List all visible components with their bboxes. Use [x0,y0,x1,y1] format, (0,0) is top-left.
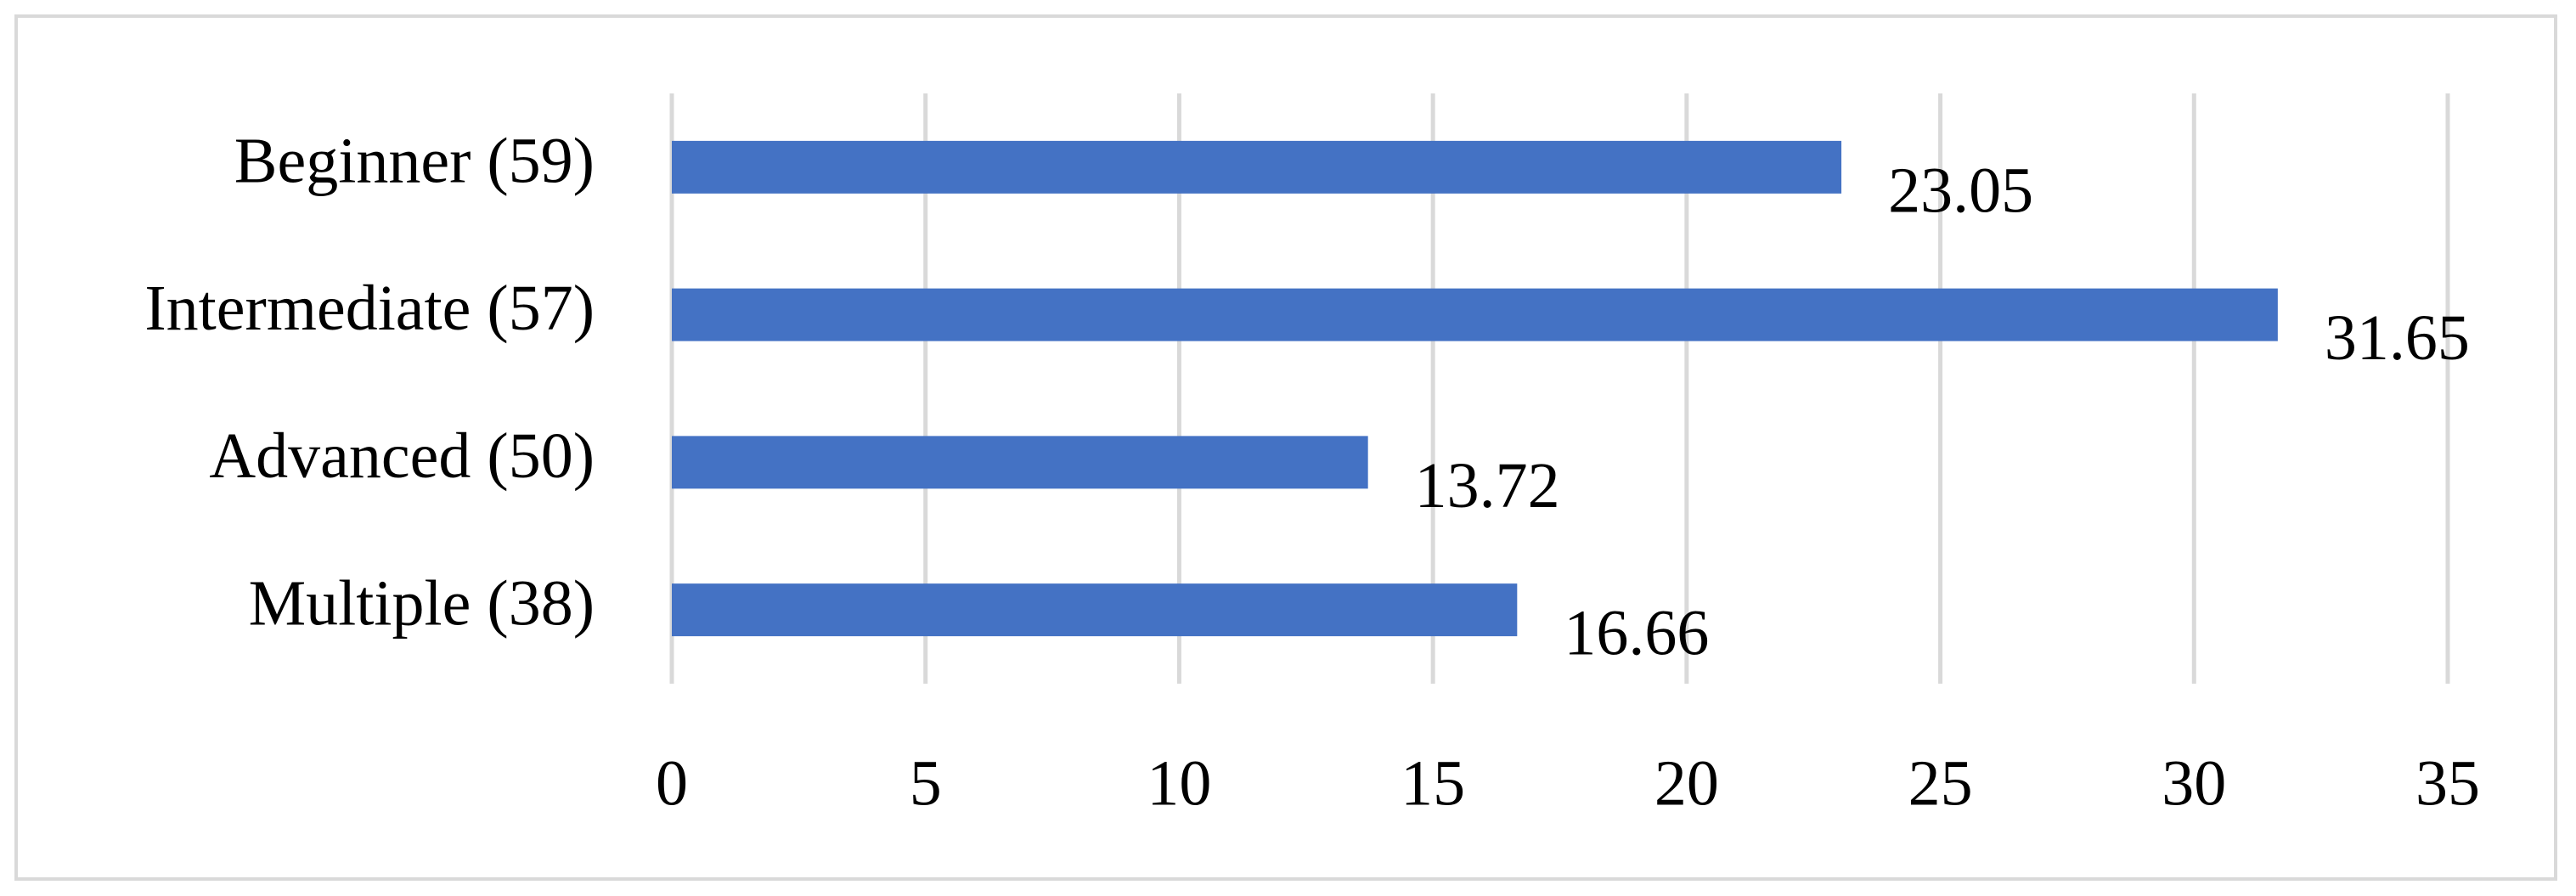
bar [672,583,1518,637]
x-tick-label: 0 [656,747,688,819]
data-label: 31.65 [2325,302,2470,374]
data-label: 13.72 [1415,450,1560,521]
x-tick-label: 15 [1401,747,1465,819]
x-tick-label: 25 [1908,747,1973,819]
data-label: 23.05 [1888,155,2033,226]
y-tick-label: Advanced (50) [209,420,595,492]
y-tick-label: Multiple (38) [249,568,595,640]
x-tick-label: 20 [1654,747,1719,819]
x-tick-label: 35 [2415,747,2480,819]
x-tick-label: 30 [2162,747,2226,819]
x-tick-label: 5 [910,747,942,819]
bar [672,140,1842,194]
y-tick-label: Intermediate (57) [144,273,595,344]
x-tick-label: 10 [1147,747,1211,819]
data-label: 16.66 [1564,598,1709,669]
bar [672,436,1368,489]
y-tick-label: Beginner (59) [234,125,595,196]
bar [672,288,2278,341]
